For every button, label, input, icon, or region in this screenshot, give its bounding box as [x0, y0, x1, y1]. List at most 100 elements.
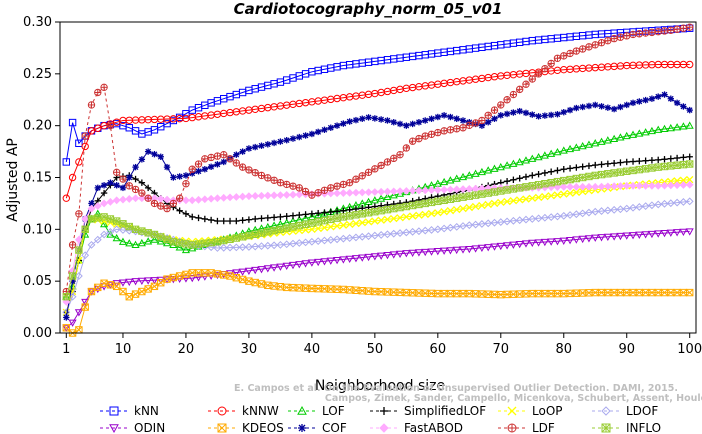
data-point-loop [427, 209, 436, 218]
data-point-cof [667, 95, 675, 102]
data-point-cof [484, 119, 492, 126]
data-point-ldf [188, 165, 196, 173]
data-point-cof [566, 106, 574, 114]
data-point-lof [509, 159, 518, 167]
data-point-inflo [490, 188, 499, 196]
legend-entry-fastabod: FastABOD [370, 421, 463, 434]
data-point-ldof [276, 240, 285, 249]
data-point-inflo [106, 215, 115, 223]
data-point-simplifiedlof [547, 168, 555, 175]
data-point-ldf [226, 155, 234, 163]
data-point-ldf [339, 180, 348, 189]
data-point-loop [528, 194, 536, 202]
data-point-odin [395, 250, 405, 259]
data-point-ldf [352, 175, 360, 183]
data-point-fastabod [679, 181, 688, 189]
data-point-inflo [238, 233, 247, 241]
data-point-kdeos [131, 290, 140, 298]
legend-swatch-marker [380, 407, 388, 415]
data-point-inflo [635, 165, 644, 174]
data-point-cof [617, 103, 624, 111]
data-point-ldof [358, 232, 367, 241]
data-point-lof [515, 157, 524, 166]
data-point-cof [289, 135, 297, 142]
legend-entry-odin: ODIN [100, 421, 165, 434]
data-point-simplifiedlof [554, 167, 561, 174]
data-point-odin [628, 232, 638, 240]
data-point-fastabod [282, 191, 291, 199]
data-point-ldf [497, 101, 505, 109]
data-point-odin [68, 319, 77, 327]
data-point-loop [415, 211, 423, 219]
data-point-lof [559, 146, 568, 154]
data-point-fastabod [257, 191, 266, 200]
data-point-odin [339, 256, 348, 264]
data-point-cof [440, 112, 448, 119]
data-point-kdeos [100, 279, 108, 287]
data-point-inflo [175, 239, 184, 247]
x-tick-label: 20 [178, 342, 195, 357]
data-point-simplifiedlof [573, 164, 580, 171]
data-point-kdeos [641, 288, 650, 297]
data-point-ldf [251, 168, 259, 177]
data-point-simplifiedlof [346, 206, 353, 214]
data-point-loop [553, 191, 562, 199]
data-point-inflo [352, 211, 360, 219]
data-point-inflo [484, 189, 492, 197]
data-point-odin [301, 260, 310, 268]
legend-swatch-marker [217, 423, 227, 433]
data-point-ldf [75, 210, 83, 218]
data-point-cof [119, 184, 127, 192]
data-point-inflo [402, 202, 411, 211]
data-point-cof [207, 163, 215, 170]
data-point-ldf [623, 32, 631, 40]
data-point-cof [642, 96, 649, 104]
data-point-ldof [490, 218, 499, 227]
data-point-odin [62, 324, 71, 333]
data-point-kdeos [471, 290, 480, 298]
axis-layer: 1 10 20 30 40 50 60 70 80 90 100 0.00 0.05 0.10 0.15 0.… [23, 15, 702, 357]
data-point-cof [491, 115, 498, 122]
data-point-odin [282, 262, 291, 271]
data-point-lof [603, 136, 612, 144]
data-point-odin [679, 228, 688, 237]
data-point-lof [635, 129, 644, 137]
data-point-fastabod [364, 188, 373, 197]
data-point-cof [138, 156, 146, 163]
data-point-fastabod [578, 182, 587, 191]
data-point-kdeos [320, 285, 329, 293]
data-point-lof [534, 152, 543, 161]
data-point-ldof [597, 207, 606, 215]
data-point-loop [585, 187, 593, 195]
data-point-inflo [686, 160, 694, 168]
data-point-simplifiedlof [144, 184, 152, 192]
data-point-lof [131, 240, 140, 248]
data-point-loop [320, 224, 329, 232]
data-point-odin [270, 264, 279, 272]
data-point-loop [478, 201, 486, 210]
data-point-ldof [263, 241, 272, 250]
data-point-simplifiedlof [327, 208, 334, 216]
data-point-simplifiedlof [510, 176, 517, 183]
data-point-ldf [415, 134, 423, 143]
data-point-simplifiedlof [333, 208, 341, 215]
legend-label: kNNW [242, 404, 279, 418]
data-point-loop [308, 225, 316, 233]
data-point-inflo [94, 214, 102, 222]
data-point-loop [497, 198, 505, 207]
data-point-cof [176, 173, 183, 180]
legend-label: LOF [322, 404, 345, 418]
data-point-cof [88, 200, 95, 207]
y-tick-label: 0.30 [23, 15, 52, 30]
data-point-lof [100, 219, 109, 228]
data-point-simplifiedlof [560, 166, 567, 173]
data-point-fastabod [87, 204, 96, 213]
data-point-ldf [572, 47, 581, 55]
data-point-inflo [408, 201, 417, 210]
data-point-lof [673, 123, 682, 131]
data-point-odin [131, 278, 140, 286]
data-point-ldf [289, 182, 297, 190]
data-point-simplifiedlof [522, 173, 530, 181]
data-point-loop [339, 221, 348, 229]
data-point-kdeos [660, 288, 669, 297]
